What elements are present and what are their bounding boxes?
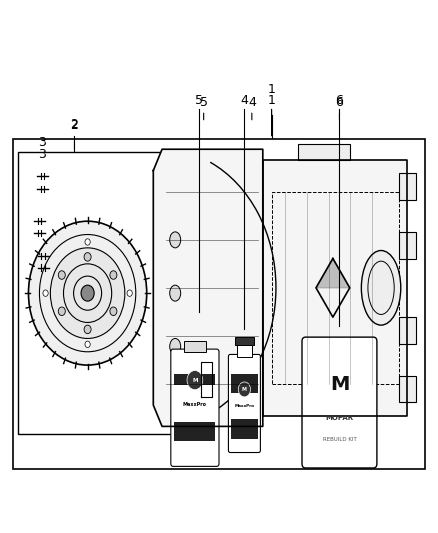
Circle shape [58, 307, 65, 316]
Circle shape [85, 341, 90, 348]
Text: MaxxPro: MaxxPro [183, 401, 207, 407]
Circle shape [85, 239, 90, 245]
Text: 5: 5 [195, 94, 203, 107]
Text: 2: 2 [71, 119, 78, 132]
Bar [174, 385, 215, 422]
Text: M: M [192, 378, 198, 383]
Bar [231, 393, 258, 419]
FancyBboxPatch shape [171, 349, 219, 466]
Text: 6: 6 [336, 94, 343, 107]
Circle shape [81, 285, 94, 301]
FancyBboxPatch shape [229, 354, 260, 453]
Text: M: M [330, 375, 349, 394]
Text: 3: 3 [38, 148, 46, 161]
Text: 2: 2 [71, 118, 78, 131]
Text: REBUILD KIT: REBUILD KIT [322, 437, 357, 442]
Polygon shape [153, 149, 263, 426]
FancyBboxPatch shape [302, 337, 377, 468]
Bar [298, 144, 350, 160]
Ellipse shape [170, 285, 180, 301]
Bar [237, 345, 251, 357]
Circle shape [110, 271, 117, 279]
Bar [399, 376, 416, 402]
Circle shape [50, 248, 125, 338]
Circle shape [127, 290, 132, 296]
Text: M: M [242, 387, 247, 392]
Polygon shape [263, 160, 407, 416]
Bar [184, 341, 206, 352]
Bar [235, 337, 254, 345]
Bar [399, 232, 416, 259]
Ellipse shape [170, 232, 180, 248]
Ellipse shape [170, 338, 180, 354]
Circle shape [58, 271, 65, 279]
Text: 1: 1 [268, 83, 276, 96]
Polygon shape [316, 259, 350, 288]
Circle shape [28, 221, 147, 365]
Text: 1: 1 [268, 94, 276, 107]
Text: 5: 5 [200, 96, 208, 109]
Circle shape [84, 253, 91, 261]
Text: 4: 4 [240, 94, 248, 107]
Circle shape [43, 290, 48, 296]
Text: 6: 6 [336, 96, 343, 109]
Ellipse shape [361, 251, 401, 325]
Circle shape [187, 370, 203, 390]
Circle shape [84, 325, 91, 334]
Bar [399, 317, 416, 344]
Circle shape [238, 382, 251, 397]
Bar [231, 374, 258, 439]
Text: 3: 3 [38, 136, 46, 149]
Circle shape [110, 307, 117, 316]
Bar [174, 374, 215, 441]
Bar [13, 139, 425, 469]
Text: 4: 4 [248, 96, 256, 109]
Text: MaxxPro: MaxxPro [234, 404, 254, 408]
Bar [272, 192, 399, 384]
Bar [18, 152, 175, 434]
Text: MOPAR: MOPAR [325, 415, 353, 421]
Bar [399, 173, 416, 200]
